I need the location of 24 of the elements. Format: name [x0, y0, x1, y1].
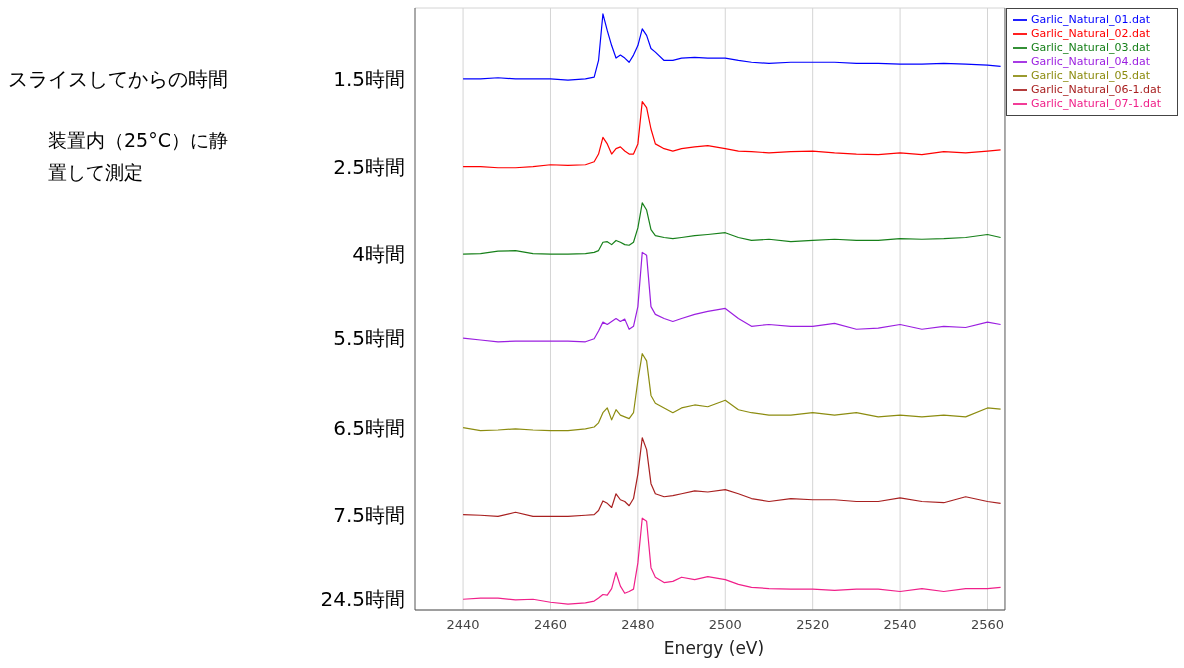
x-tick-label: 2560 [970, 617, 1005, 633]
text: 24.5時間 [320, 585, 405, 613]
legend-label: Garlic_Natural_01.dat [1030, 13, 1151, 26]
legend-label: Garlic_Natural_04.dat [1030, 55, 1151, 68]
text: 4時間 [352, 240, 405, 268]
x-axis-title: Energy (eV) [662, 638, 766, 658]
text: スライスしてからの時間 [8, 65, 228, 93]
text: 7.5時間 [333, 501, 405, 529]
text: 1.5時間 [333, 65, 405, 93]
x-tick-label: 2520 [796, 617, 830, 633]
x-tick-label: 2540 [883, 617, 917, 633]
text: 5.5時間 [333, 324, 405, 352]
x-tick-label: 2480 [621, 617, 655, 633]
text: 装置内（25°C）に静置して測定 [48, 128, 228, 185]
text: 6.5時間 [333, 414, 405, 442]
legend-label: Garlic_Natural_06-1.dat [1030, 83, 1161, 96]
x-tick-label: 2440 [446, 617, 480, 633]
text: 2.5時間 [333, 153, 405, 181]
x-tick-label: 2460 [533, 617, 568, 633]
x-tick-label: 2500 [708, 617, 742, 633]
legend-label: Garlic_Natural_03.dat [1030, 41, 1151, 54]
legend-label: Garlic_Natural_05.dat [1030, 69, 1151, 82]
legend-label: Garlic_Natural_07-1.dat [1030, 97, 1161, 110]
legend-label: Garlic_Natural_02.dat [1030, 27, 1151, 40]
